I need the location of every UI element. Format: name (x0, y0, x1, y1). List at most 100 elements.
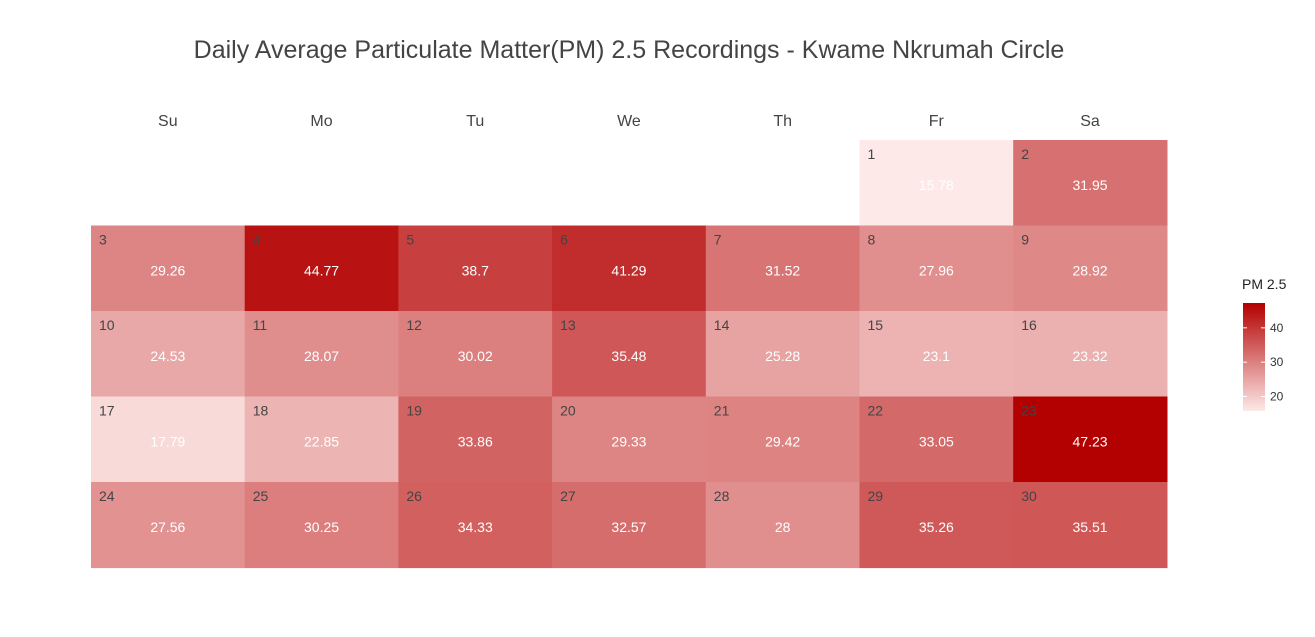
day-number: 3 (99, 232, 107, 248)
cell-fill (705, 311, 861, 398)
calendar-cell: 22 33.05 (859, 396, 1014, 483)
calendar-cell: 25 30.25 (244, 482, 399, 569)
cell-fill (91, 225, 246, 312)
calendar-cell: 20 29.33 (552, 396, 707, 483)
legend-colorbar (1243, 303, 1265, 411)
calendar-cell: 14 25.28 (705, 311, 861, 398)
calendar-cell: 21 29.42 (705, 396, 861, 483)
calendar-cell: 15 23.1 (859, 311, 1014, 398)
cell-value-label: 35.51 (1073, 519, 1108, 535)
legend-tick-label: 40 (1270, 321, 1284, 335)
cell-value-label: 32.57 (611, 519, 646, 535)
cell-value-label: 23.32 (1073, 348, 1108, 364)
cell-value-label: 27.96 (919, 263, 954, 279)
cell-value-label: 23.1 (923, 348, 950, 364)
day-number: 17 (99, 403, 115, 419)
calendar-cell: 28 28 (705, 482, 861, 569)
cell-value-label: 28.92 (1073, 263, 1108, 279)
cell-fill (398, 311, 553, 398)
cell-fill (1013, 225, 1168, 312)
cell-value-label: 27.56 (150, 519, 185, 535)
weekday-label: Tu (466, 113, 484, 130)
day-number: 18 (253, 403, 269, 419)
cell-value-label: 25.28 (765, 348, 800, 364)
day-number: 22 (868, 403, 884, 419)
cell-fill (859, 311, 1014, 398)
day-number: 25 (253, 488, 269, 504)
cell-fill (244, 396, 399, 483)
calendar-cell: 27 32.57 (552, 482, 707, 569)
calendar-cell: 928.92 (1013, 225, 1168, 312)
cell-fill (705, 396, 861, 483)
cell-fill (1013, 140, 1168, 227)
calendar-cell: 731.52 (705, 225, 861, 312)
cell-value-label: 22.85 (304, 434, 339, 450)
day-number: 21 (714, 403, 730, 419)
cell-fill (398, 482, 553, 569)
cell-value-label: 17.79 (150, 434, 185, 450)
cell-fill (91, 396, 246, 483)
calendar-cell: 12 30.02 (398, 311, 553, 398)
day-number: 16 (1021, 317, 1037, 333)
day-number: 2 (1021, 146, 1029, 162)
day-number: 10 (99, 317, 115, 333)
day-number: 15 (868, 317, 884, 333)
day-number: 26 (406, 488, 422, 504)
cell-fill (244, 482, 399, 569)
cell-value-label: 30.25 (304, 519, 339, 535)
day-number: 24 (99, 488, 115, 504)
calendar-cell: 10 24.53 (91, 311, 246, 398)
cell-fill (552, 311, 707, 398)
cell-value-label: 29.42 (765, 434, 800, 450)
day-number: 4 (253, 232, 261, 248)
calendar-cell: 26 34.33 (398, 482, 553, 569)
day-number: 6 (560, 232, 568, 248)
cell-fill (859, 225, 1014, 312)
weekday-label: We (617, 113, 641, 130)
day-number: 12 (406, 317, 422, 333)
day-number: 8 (868, 232, 876, 248)
cell-fill (1013, 311, 1168, 398)
day-number: 23 (1021, 403, 1037, 419)
day-number: 13 (560, 317, 576, 333)
calendar-cell: 23 47.23 (1013, 396, 1168, 483)
day-number: 19 (406, 403, 422, 419)
calendar-cell: 17 17.79 (91, 396, 246, 483)
cell-fill (1013, 396, 1168, 483)
cell-fill (859, 482, 1014, 569)
weekday-labels: Su Mo Tu We Th Fr Sa (158, 113, 1100, 130)
calendar-cell: 329.26 (91, 225, 246, 312)
weekday-label: Su (158, 113, 178, 130)
cell-value-label: 44.77 (304, 263, 339, 279)
cell-value-label: 24.53 (150, 348, 185, 364)
calendar-cell: 18 22.85 (244, 396, 399, 483)
cell-value-label: 29.26 (150, 263, 185, 279)
cell-fill (91, 482, 246, 569)
cell-fill (398, 396, 553, 483)
day-number: 7 (714, 232, 722, 248)
cell-value-label: 33.05 (919, 434, 954, 450)
cell-value-label: 33.86 (458, 434, 493, 450)
day-number: 11 (253, 317, 268, 333)
day-number: 9 (1021, 232, 1029, 248)
legend-ticks: 20 30 40 (1243, 321, 1284, 404)
cell-fill (552, 396, 707, 483)
calendar-cell: 827.96 (859, 225, 1014, 312)
calendar-cell: 115.78 (859, 140, 1014, 227)
day-number: 30 (1021, 488, 1037, 504)
day-number: 29 (868, 488, 884, 504)
cell-value-label: 31.52 (765, 263, 800, 279)
calendar-cell: 16 23.32 (1013, 311, 1168, 398)
calendar-cell: 231.95 (1013, 140, 1168, 227)
legend-tick-label: 20 (1270, 390, 1284, 404)
cell-value-label: 28.07 (304, 348, 339, 364)
calendar-cells: 115.78231.95329.26444.77538.7641.29731.5… (91, 140, 1168, 569)
cell-value-label: 30.02 (458, 348, 493, 364)
calendar-cell: 538.7 (398, 225, 553, 312)
cell-value-label: 31.95 (1073, 177, 1108, 193)
day-number: 14 (714, 317, 730, 333)
day-number: 1 (868, 146, 876, 162)
day-number: 28 (714, 488, 730, 504)
cell-value-label: 35.48 (611, 348, 646, 364)
calendar-cell: 13 35.48 (552, 311, 707, 398)
